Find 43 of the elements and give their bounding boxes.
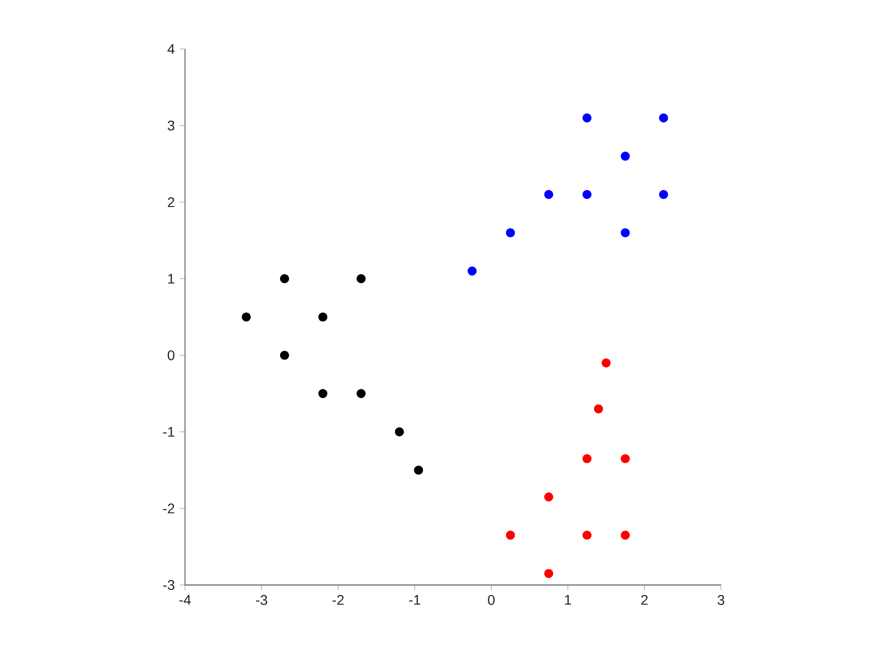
x-tick-label: 3 [718,595,724,605]
point [659,190,668,200]
y-tick-label: 4 [167,44,175,54]
y-tick-label: 3 [168,120,174,131]
x-tick-label: -2 [332,595,344,605]
x-tick-label: 1 [565,595,572,605]
point [280,274,290,284]
point [468,266,477,276]
point [318,312,328,322]
y-tick-label: -2 [163,504,174,514]
point [318,389,328,398]
point [356,274,366,284]
y-tick-label: 1 [168,274,174,284]
point [594,404,604,414]
point [582,530,592,540]
x-tick-label: 0 [488,595,495,605]
point [544,492,554,502]
point [506,228,515,238]
y-tick-label: -1 [163,427,174,437]
point [620,152,630,161]
x-tick-label: -1 [409,595,420,605]
point [620,454,630,464]
point [582,113,592,122]
x-tick-label: 2 [641,595,648,605]
point [280,350,290,360]
point [620,228,630,238]
point [242,312,251,322]
y-tick-label: -3 [163,580,174,590]
x-tick-label: -3 [256,595,268,605]
point [414,466,424,475]
point [544,190,554,200]
point [659,113,668,122]
x-tick-label: -4 [179,595,191,605]
point [602,358,611,368]
point [394,427,404,436]
point [620,530,630,540]
point [544,568,554,578]
point [356,389,366,398]
point [506,530,515,540]
point [582,454,592,464]
y-tick-label: 2 [168,197,174,208]
point [582,190,592,200]
y-tick-label: 0 [168,350,174,360]
